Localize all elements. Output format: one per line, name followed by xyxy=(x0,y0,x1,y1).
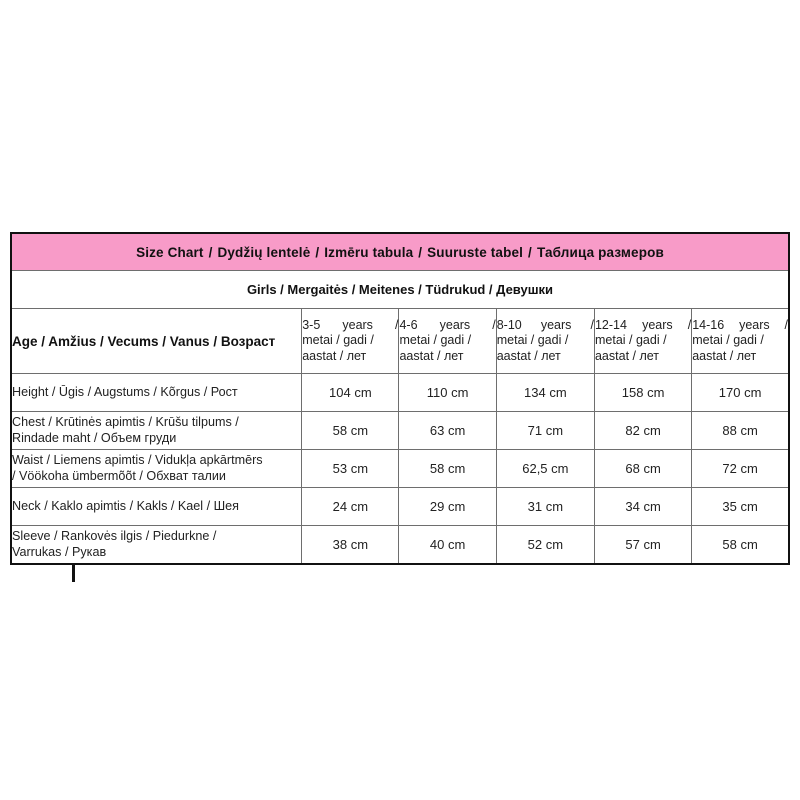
title-segment-et: Suuruste tabel xyxy=(427,244,524,260)
age-header-line3: aastat / лет xyxy=(594,348,660,363)
age-header-line1: 3-5 years / xyxy=(302,318,399,333)
table-row: Height / Ūgis / Augstums / Kõrgus / Рост… xyxy=(10,373,790,412)
table-row: Sleeve / Rankovės ilgis / Piedurkne / Va… xyxy=(10,525,790,565)
measurement-label-sleeve: Sleeve / Rankovės ilgis / Piedurkne / Va… xyxy=(10,525,303,565)
value-neck-1: 29 cm xyxy=(398,487,497,526)
age-header-line1: 8-10 years / xyxy=(496,318,594,333)
age-header-line2: metai / gadi / xyxy=(692,333,764,348)
measurement-label-chest: Chest / Krūtinės apimtis / Krūšu tilpums… xyxy=(10,411,303,450)
title-separator-4: / xyxy=(528,244,532,260)
measurement-label-waist: Waist / Liemens apimtis / Vidukļa apkārt… xyxy=(10,449,303,488)
chart-title: Size Chart / Dydžių lentelė / Izmēru tabula /… xyxy=(10,232,790,271)
label-line2: / Vöökoha ümbermõõt / Обхват талии xyxy=(12,468,226,483)
age-column-header-0: 3-5 years / metai / gadi / aastat / лет xyxy=(301,308,400,374)
value-waist-2: 62,5 cm xyxy=(495,449,595,488)
age-header-line2: metai / gadi / xyxy=(302,333,374,348)
label-line1: Sleeve / Rankovės ilgis / Piedurkne / xyxy=(12,528,217,543)
value-neck-4: 35 cm xyxy=(691,487,790,526)
title-separator-1: / xyxy=(208,244,213,260)
label-line2: Varrukas / Рукав xyxy=(12,544,107,559)
value-height-0: 104 cm xyxy=(301,373,400,412)
age-header-label: Age / Amžius / Vecums / Vanus / Возраст xyxy=(10,308,303,374)
value-waist-4: 72 cm xyxy=(691,449,790,488)
value-neck-3: 34 cm xyxy=(593,487,693,526)
label-line1: Waist / Liemens apimtis / Vidukļa apkārt… xyxy=(12,452,263,467)
subtitle-row: Girls / Mergaitės / Meitenes / Tüdrukud … xyxy=(10,270,790,309)
age-header-line3: aastat / лет xyxy=(692,348,757,363)
age-header-row: Age / Amžius / Vecums / Vanus / Возраст … xyxy=(10,308,790,374)
title-separator-3: / xyxy=(418,244,423,260)
age-header-line1: 12-14 years / xyxy=(594,318,692,333)
age-header-line3: aastat / лет xyxy=(399,348,464,363)
title-segment-lt: Dydžių lentelė xyxy=(217,244,311,260)
value-sleeve-4: 58 cm xyxy=(691,525,790,565)
value-chest-4: 88 cm xyxy=(691,411,790,450)
value-waist-1: 58 cm xyxy=(398,449,497,488)
value-chest-2: 71 cm xyxy=(495,411,595,450)
measurement-label-height: Height / Ūgis / Augstums / Kõrgus / Рост xyxy=(10,373,303,412)
value-neck-0: 24 cm xyxy=(301,487,400,526)
size-chart-container: Size Chart / Dydžių lentelė / Izmēru tabula /… xyxy=(10,232,790,565)
title-segment-lv: Izmēru tabula xyxy=(324,244,414,260)
value-height-4: 170 cm xyxy=(691,373,790,412)
title-separator-2: / xyxy=(315,244,320,260)
value-waist-3: 68 cm xyxy=(593,449,693,488)
value-chest-3: 82 cm xyxy=(593,411,693,450)
value-sleeve-2: 52 cm xyxy=(495,525,595,565)
age-header-line2: metai / gadi / xyxy=(496,333,569,348)
table-row: Waist / Liemens apimtis / Vidukļa apkārt… xyxy=(10,449,790,488)
age-header-line1: 14-16 years / xyxy=(692,318,788,333)
table-row: Chest / Krūtinės apimtis / Krūšu tilpums… xyxy=(10,411,790,450)
label-line1: Neck / Kaklo apimtis / Kakls / Kael / Ше… xyxy=(12,498,239,513)
value-chest-0: 58 cm xyxy=(301,411,400,450)
age-column-header-3: 12-14 years / metai / gadi / aastat / ле… xyxy=(593,308,693,374)
value-sleeve-3: 57 cm xyxy=(593,525,693,565)
label-line2: Rindade maht / Объем груди xyxy=(12,430,177,445)
value-waist-0: 53 cm xyxy=(301,449,400,488)
age-header-line2: metai / gadi / xyxy=(594,333,667,348)
age-header-line3: aastat / лет xyxy=(496,348,561,363)
age-column-header-1: 4-6 years / metai / gadi / aastat / лет xyxy=(398,308,497,374)
age-header-line2: metai / gadi / xyxy=(399,333,472,348)
bottom-tick-mark xyxy=(72,565,75,582)
table-row: Neck / Kaklo apimtis / Kakls / Kael / Ше… xyxy=(10,487,790,526)
value-sleeve-1: 40 cm xyxy=(398,525,497,565)
title-segment-ru: Таблица размеров xyxy=(536,244,664,260)
label-line1: Chest / Krūtinės apimtis / Krūšu tilpums… xyxy=(12,414,239,429)
value-sleeve-0: 38 cm xyxy=(301,525,400,565)
value-neck-2: 31 cm xyxy=(495,487,595,526)
title-row: Size Chart / Dydžių lentelė / Izmēru tabula /… xyxy=(10,232,790,271)
age-column-header-4: 14-16 years / metai / gadi / aastat / ле… xyxy=(691,308,790,374)
value-chest-1: 63 cm xyxy=(398,411,497,450)
value-height-3: 158 cm xyxy=(593,373,693,412)
value-height-2: 134 cm xyxy=(495,373,595,412)
value-height-1: 110 cm xyxy=(398,373,497,412)
label-line1: Height / Ūgis / Augstums / Kõrgus / Рост xyxy=(12,384,238,399)
measurement-label-neck: Neck / Kaklo apimtis / Kakls / Kael / Ше… xyxy=(10,487,303,526)
age-header-line1: 4-6 years / xyxy=(399,318,496,333)
age-header-line3: aastat / лет xyxy=(302,348,367,363)
title-segment-en: Size Chart xyxy=(136,244,204,260)
age-column-header-2: 8-10 years / metai / gadi / aastat / лет xyxy=(495,308,595,374)
size-chart-table: Size Chart / Dydžių lentelė / Izmēru tabula /… xyxy=(10,232,790,565)
chart-subtitle: Girls / Mergaitės / Meitenes / Tüdrukud … xyxy=(10,270,790,309)
